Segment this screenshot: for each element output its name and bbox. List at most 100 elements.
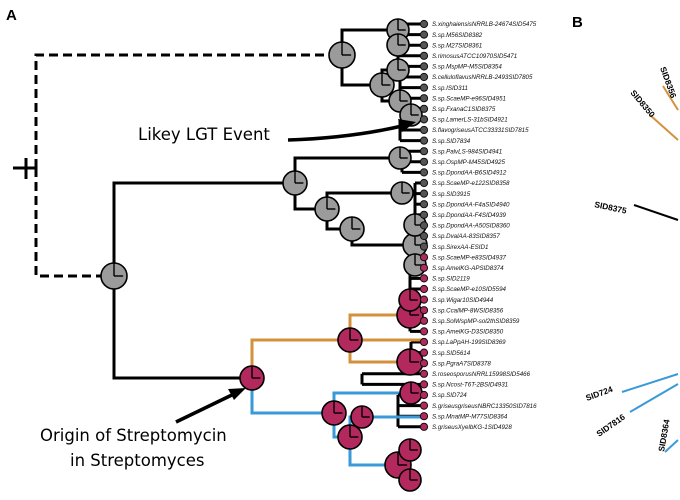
origin-arrow xyxy=(175,391,237,424)
leaf-label: S.sp.ScaeMP-e122SID8358 xyxy=(432,180,510,187)
tip-dot xyxy=(419,274,429,283)
tip-dot xyxy=(419,200,429,209)
tip-dot xyxy=(419,253,429,262)
tip-dot xyxy=(419,51,429,60)
leaf-label: S.sp.ScaeMP-e96SID4951 xyxy=(432,95,506,102)
leaf-label: S.sp.DpondAA-F4SID4939 xyxy=(432,212,507,219)
tip-dot xyxy=(419,263,429,272)
tip-dot xyxy=(419,168,429,177)
lgt-dashed-branch-lower xyxy=(34,168,114,278)
panel-b-label: SID724 xyxy=(584,384,614,403)
tip-dot xyxy=(419,136,429,145)
leaf-label: S.flavogriseusATCC33331SID7815 xyxy=(432,127,529,134)
leaf-label: S.sp.SolWspMP-sol2thSID8359 xyxy=(432,318,520,325)
tip-dot xyxy=(419,242,429,251)
leaf-label: S.sp.AmelKG-D3SID8350 xyxy=(432,329,504,336)
leaf-label: S.sp.PgraA7SID8378 xyxy=(432,360,491,367)
tip-dot xyxy=(419,284,429,294)
internal-node xyxy=(386,33,410,57)
leaf-label: S.sp.DpondAA-B6SID4912 xyxy=(432,170,507,177)
internal-node xyxy=(398,288,422,312)
leaf-label: S.sp.SirexAA-ESID1 xyxy=(432,244,488,251)
leaf-label: S.sp.SID5614 xyxy=(432,350,471,357)
internal-node xyxy=(314,196,340,222)
internal-node xyxy=(398,438,422,462)
internal-node xyxy=(337,327,363,353)
lgt-arrow xyxy=(287,124,403,142)
blue-branch xyxy=(250,378,334,415)
tip-dot xyxy=(419,94,429,103)
internal-node xyxy=(321,400,347,426)
leaf-label: S.sp.SID7834 xyxy=(432,138,471,145)
tip-dot xyxy=(419,104,429,113)
leaf-label: S.sp.Ncost-T6T-2BSID4931 xyxy=(432,382,508,389)
panel-b-fragment: SID8356 SID8350 SID8375 SID724 SID7816 S… xyxy=(584,65,679,453)
internal-node xyxy=(369,72,395,98)
tip-dot xyxy=(419,115,429,124)
tip-dot xyxy=(419,348,429,357)
internal-node xyxy=(399,381,423,405)
lgt-annotation-text: Likey LGT Event xyxy=(138,125,270,144)
origin-annotation-line2: in Streptomyces xyxy=(70,451,205,470)
panel-b-label: SID8350 xyxy=(628,88,657,120)
tip-dot xyxy=(419,412,429,421)
leaf-label: S.sp.SID2119 xyxy=(432,276,470,283)
leaf-label: S.sp.M56SID8382 xyxy=(432,32,483,39)
tip-dot xyxy=(419,83,429,92)
leaf-label: S.sp.M27SID8361 xyxy=(432,42,482,49)
panel-b-branch xyxy=(662,85,679,111)
leaf-label-list: S.xinghaiensisNRRLB-24674SID5475 S.sp.M56… xyxy=(419,19,537,431)
panel-b-branch xyxy=(664,439,679,453)
leaf-label: S.sp.MspMP-M5SID8354 xyxy=(432,64,502,71)
tip-dot xyxy=(419,369,429,378)
tip-dot xyxy=(419,178,429,188)
tip-dot xyxy=(419,327,429,336)
tip-dot xyxy=(419,422,429,431)
leaf-label: S.celluloflavusNRRLB-2493SID7805 xyxy=(432,74,533,81)
leaf-label: S.sp.ScaeMP-e10SID5594 xyxy=(432,286,507,293)
tip-dot xyxy=(419,316,429,325)
leaf-label: S.sp.SID3915 xyxy=(432,191,471,198)
leaf-label: S.sp.AmelKG-APSID8374 xyxy=(432,265,504,272)
internal-node xyxy=(388,146,412,170)
tip-dot xyxy=(419,221,429,230)
tip-dot xyxy=(419,390,429,400)
origin-arrowhead xyxy=(228,388,246,400)
tip-dot xyxy=(419,147,429,156)
internal-node xyxy=(328,41,356,69)
internal-node xyxy=(100,262,128,290)
leaf-label: S.sp.DvalAA-83SID8357 xyxy=(432,233,500,240)
tip-dot xyxy=(419,19,429,29)
internal-node xyxy=(350,405,374,429)
internal-node xyxy=(386,58,410,82)
tip-dot xyxy=(419,337,429,347)
leaf-label: S.sp.PalvLS-984SID4941 xyxy=(432,148,502,155)
tip-dot xyxy=(419,306,429,315)
internal-node xyxy=(337,424,363,450)
panel-a-label: A xyxy=(6,7,17,24)
leaf-label: S.sp.SID724 xyxy=(432,392,467,399)
origin-annotation-line1: Origin of Streptomycin xyxy=(40,426,227,445)
internal-node xyxy=(282,170,308,196)
tip-dot xyxy=(419,295,429,304)
leaf-label: S.sp.MnatMP-M77SID8364 xyxy=(432,413,508,420)
leaf-label: S.rimosusATCC10970SID5471 xyxy=(432,53,517,60)
origin-annotation: Origin of Streptomycin in Streptomyces xyxy=(40,388,246,470)
panel-a-tree: S.xinghaiensisNRRLB-24674SID5475 S.sp.M56… xyxy=(13,18,537,492)
branch-to-upper-clade xyxy=(112,181,295,276)
leaf-label: S.sp.FxanaC1SID8375 xyxy=(432,106,496,113)
panel-b-branch xyxy=(633,204,679,221)
panel-b-label: SID8375 xyxy=(594,199,628,216)
leaf-label: S.roseosporusNRRL15998SID5466 xyxy=(432,371,531,378)
tip-dot xyxy=(419,189,429,198)
leaf-label: S.sp.ISID311 xyxy=(432,85,468,92)
leaf-label: S.xinghaiensisNRRLB-24674SID5475 xyxy=(432,21,537,28)
internal-node xyxy=(396,348,424,376)
tip-dot xyxy=(419,157,429,166)
tip-dot xyxy=(419,62,429,71)
lgt-arrowhead xyxy=(398,119,416,132)
panel-b-branch xyxy=(621,373,679,393)
leaf-label: S.sp.CcalMP-8WSID8356 xyxy=(432,307,504,314)
tip-dot xyxy=(419,210,429,219)
tip-dot xyxy=(419,125,429,135)
